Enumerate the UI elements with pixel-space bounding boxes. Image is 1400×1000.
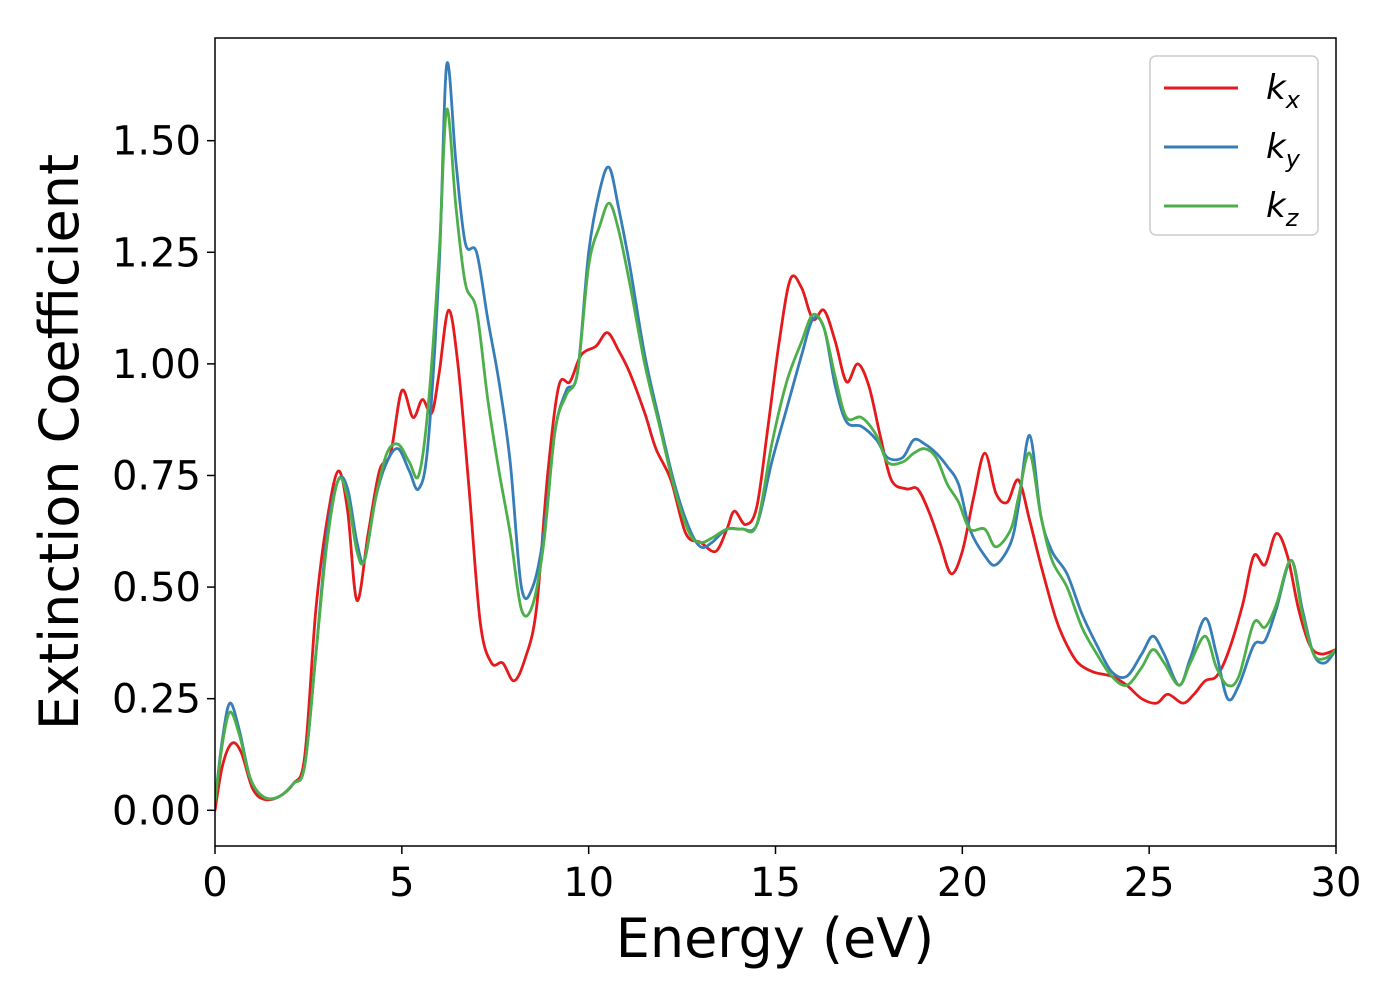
y-tick-label: 0.00: [112, 788, 201, 834]
x-tick-label: 5: [389, 860, 414, 906]
x-tick-label: 10: [563, 860, 614, 906]
y-tick-label: 1.50: [112, 119, 201, 165]
x-axis-ticks: 0 5 10 15 20 25 30: [202, 846, 1361, 906]
series-line-ky: [215, 61, 1336, 803]
y-tick-label: 1.25: [112, 230, 201, 276]
y-tick-label: 0.75: [112, 453, 201, 499]
y-axis-label: Extinction Coefficient: [28, 154, 91, 730]
x-tick-label: 25: [1124, 860, 1175, 906]
y-axis-ticks: 0.00 0.25 0.50 0.75 1.00 1.25 1.50: [112, 119, 215, 834]
y-tick-label: 1.00: [112, 342, 201, 388]
series-layer: [215, 61, 1336, 812]
x-axis-label: Energy (eV): [616, 907, 935, 970]
series-line-kz: [215, 107, 1336, 803]
x-tick-label: 20: [937, 860, 988, 906]
x-tick-label: 0: [202, 860, 227, 906]
y-tick-label: 0.25: [112, 677, 201, 723]
x-tick-label: 30: [1311, 860, 1362, 906]
y-tick-label: 0.50: [112, 565, 201, 611]
x-tick-label: 15: [750, 860, 801, 906]
